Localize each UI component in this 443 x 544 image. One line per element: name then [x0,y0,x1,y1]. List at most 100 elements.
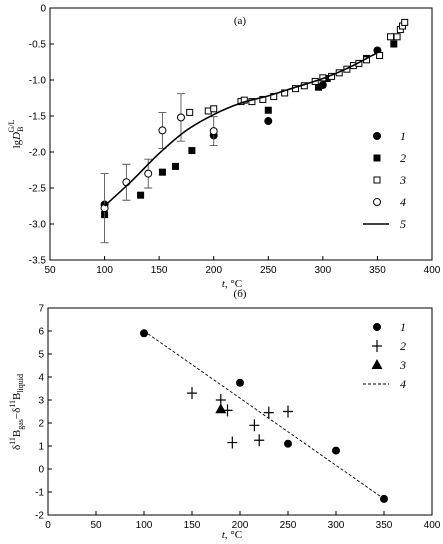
panel-b-y-tick-label: -2 [35,511,44,522]
panel-b-series-2-point [283,405,293,418]
panel-a-x-tick-label: 300 [315,265,332,276]
panel-b-series-1-point [140,329,148,338]
panel-a-legend-4-swatch [373,198,381,206]
panel-b-marks [140,329,388,503]
panel-a-frame [49,7,433,261]
panel-b-legend-1-swatch [373,323,381,331]
panel-a-series-2-point [188,147,196,155]
panel-a-y-tick-label: -0.5 [29,40,47,51]
panel-a-x-tick-label: 350 [369,265,386,276]
panel-b-series-2-point [187,387,197,400]
panel-b-y-tick-label: -1 [35,488,44,499]
panel-a-label: (a) [234,15,247,27]
panel-a-x-tick-label: 100 [96,265,113,276]
panel-b-series-2-point [249,419,260,432]
panel-a-series-2-point [264,106,272,114]
panel-a-series-4-point [158,126,167,135]
panel-a-ticks: 50 100 150 200 250 300 350 400 0 -0.5 -1.0 -1.5 -2.0… [29,4,441,277]
panel-a-series-3-point [248,98,256,106]
panel-b-series-1-point [236,378,244,387]
panel-a-y-tick-label: -3.5 [29,256,47,267]
panel-a-y-tick-label: 0 [40,4,46,15]
panel-a-x-tick-label: 250 [260,265,277,276]
panel-b-series-2-point [254,434,265,447]
panel-a-series-3-point [393,33,401,41]
panel-a-x-tick-label: 400 [424,265,441,276]
panel-a-legend-5-label: 5 [400,217,406,231]
panel-b-series-3-point [215,403,227,414]
panel-a-x-tick-label: 50 [44,265,56,276]
panel-a-series-4-point [176,113,185,122]
panel-a-series-3-point [210,105,218,113]
panel-b-y-label-b2: B [11,393,23,400]
panel-b-y-tick-label: 5 [38,350,44,361]
panel-a-y-tick-label: -1.5 [29,112,47,123]
panel-b-legend-1-label: 1 [400,320,406,334]
panel-b-x-tick-label: 300 [328,520,345,531]
panel-a-y-axis-label-var: D [11,132,23,141]
panel-a-marks [100,18,409,244]
panel-b-x-tick-label: 50 [90,520,102,531]
panel-b-y-tick-label: 0 [38,465,44,476]
panel-a-series-2-point [158,168,166,176]
panel-a-legend-2-label: 2 [400,151,406,165]
panel-b-y-tick-label: 4 [38,373,44,384]
panel-b-x-axis-label-unit: , °C [225,529,242,541]
panel-a-y-axis-label-sub: B [16,127,25,132]
panel-b-x-tick-label: 200 [232,520,249,531]
panel-b-y-tick-label: 3 [38,396,44,407]
panel-b-y-tick-label: 7 [38,304,44,315]
panel-a-legend-3-label: 3 [399,173,406,187]
panel-a-series-3-point [186,108,194,116]
panel-a-series-4-point [209,127,218,136]
panel-a-series-2-point [390,40,398,48]
panel-b-y-label-sup1: 11 [8,437,17,445]
panel-b-y-tick-label: 2 [38,419,44,430]
panel-b-x-tick-label: 400 [424,520,441,531]
panel-b: (б) t, °C δ11Bgas−δ11Bliquid 0 50 100 150 20… [8,288,441,541]
panel-a-series-3-point [240,96,248,104]
panel-a: (a) t, °C lgDBG/L 50 100 150 200 250 300 350 40… [7,4,441,291]
panel-a-series-2-point [172,162,180,170]
panel-b-legend: 1 2 3 4 [363,320,406,391]
panel-b-legend-2-swatch [372,340,382,352]
panel-a-series-4-point [100,204,109,213]
panel-b-x-tick-label: 150 [184,520,201,531]
panel-b-y-label-delta1: δ [11,445,23,450]
panel-a-x-axis-label-main: t [222,278,226,290]
panel-a-series-5-line [104,51,378,207]
panel-b-series-2-point [227,436,238,449]
panel-b-y-label-sub2: liquid [16,374,25,393]
panel-a-x-axis-label: t, °C [222,278,242,290]
panel-a-y-tick-label: -1.0 [29,76,47,87]
panel-a-legend-3-swatch [373,176,381,184]
panel-b-y-axis-label: δ11Bgas−δ11Bliquid [8,374,25,450]
panel-b-y-tick-label: 1 [38,442,44,453]
panel-a-legend-2-swatch [373,154,381,162]
panel-b-y-label-dash: −δ [11,408,23,419]
panel-a-series-3-point [376,52,384,60]
panel-a-legend-1-label: 1 [400,129,406,143]
panel-a-y-tick-label: -2.5 [29,184,47,195]
panel-b-series-1-point [284,439,292,448]
panel-a-legend: 1 2 3 4 5 [363,129,406,231]
panel-a-x-axis-label-unit: , °C [225,278,242,290]
panel-a-series-4-point [144,169,153,178]
panel-b-legend-2-label: 2 [400,339,406,353]
panel-a-series-3-point [259,95,267,103]
panel-b-legend-4-label: 4 [400,377,406,391]
panel-a-series-3-point [401,18,409,26]
panel-a-y-axis-label: lgDBG/L [7,120,25,149]
panel-b-y-label-b1: B [11,430,23,437]
panel-b-frame [47,307,433,516]
panel-a-series-2-point [137,191,145,199]
panel-b-x-axis-label: t, °C [222,529,242,541]
panel-b-x-tick-label: 250 [280,520,297,531]
panel-b-y-tick-label: 6 [38,327,44,338]
panel-a-series-2-point [323,75,331,83]
panel-a-x-tick-label: 200 [205,265,222,276]
panel-b-legend-3-label: 3 [399,358,406,372]
panel-a-y-axis-label-sup: G/L [7,120,16,133]
panel-a-series-2-point [314,83,322,91]
panel-a-series-3-point [387,33,395,41]
